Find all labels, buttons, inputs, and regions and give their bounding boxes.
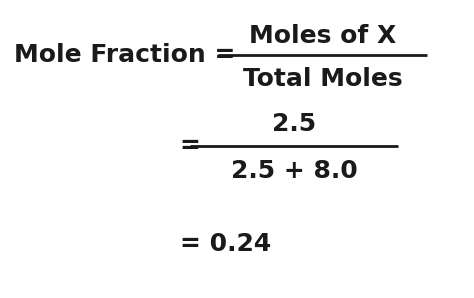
Text: Mole Fraction =: Mole Fraction = (14, 43, 244, 67)
Text: 2.5 + 8.0: 2.5 + 8.0 (230, 159, 357, 183)
Text: = 0.24: = 0.24 (180, 232, 272, 256)
Text: =: = (179, 134, 200, 158)
Text: Moles of X: Moles of X (249, 24, 396, 48)
Text: Total Moles: Total Moles (243, 67, 402, 91)
Text: 2.5: 2.5 (272, 112, 316, 136)
